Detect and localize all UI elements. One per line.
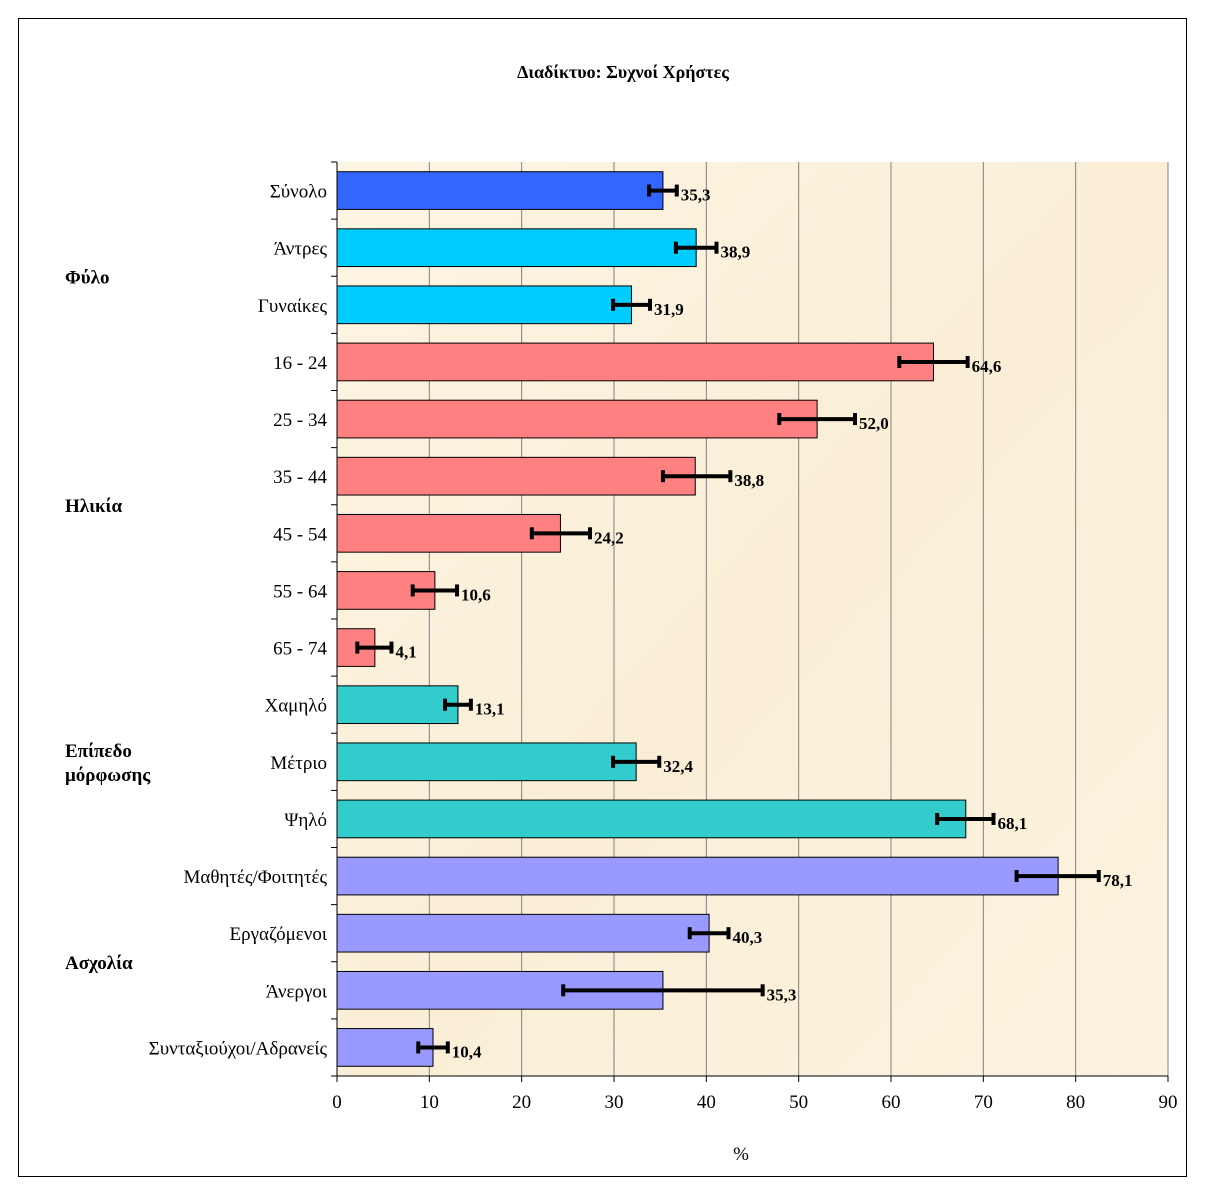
data-label: 10,4	[452, 1042, 482, 1061]
chart-title: Διαδίκτυο: Συχνοί Χρήστες	[517, 62, 729, 82]
data-label: 38,9	[720, 243, 750, 262]
bar	[336, 685, 459, 725]
category-label: Μαθητές/Φοιτητές	[183, 867, 327, 888]
bar	[336, 285, 633, 325]
category-label: 45 - 54	[273, 524, 327, 545]
x-tick-label: 30	[605, 1092, 624, 1113]
x-tick-label: 80	[1066, 1092, 1085, 1113]
data-label: 35,3	[767, 985, 797, 1004]
data-label: 64,6	[972, 357, 1002, 376]
data-label: 38,8	[734, 471, 764, 490]
data-label: 78,1	[1103, 871, 1133, 890]
bar	[336, 228, 697, 268]
category-label: Ψηλό	[284, 810, 327, 831]
x-tick-label: 50	[789, 1092, 808, 1113]
chart-frame: Διαδίκτυο: Συχνοί Χρήστες 0 10 20 30 40 50 60 7…	[18, 18, 1187, 1177]
category-label: Άνεργοι	[266, 981, 328, 1002]
x-tick-label: 40	[697, 1092, 716, 1113]
data-label: 31,9	[654, 300, 684, 319]
data-label: 13,1	[475, 700, 505, 719]
bar	[336, 399, 818, 439]
category-label: Γυναίκες	[258, 296, 328, 317]
bar-chart: Διαδίκτυο: Συχνοί Χρήστες 0 10 20 30 40 50 60 7…	[65, 62, 1178, 1165]
group-label: Ηλικία	[65, 496, 122, 517]
bar	[336, 856, 1059, 896]
data-label: 68,1	[997, 814, 1027, 833]
bar	[336, 171, 664, 210]
category-label: 55 - 64	[273, 581, 327, 602]
category-label: Συνταξιούχοι/Αδρανείς	[149, 1038, 328, 1059]
bar	[336, 456, 696, 496]
x-tick-label: 20	[512, 1092, 531, 1113]
data-label: 35,3	[681, 186, 711, 205]
category-label: 35 - 44	[273, 467, 327, 488]
category-label: 65 - 74	[273, 639, 327, 660]
category-label: Εργαζόμενοι	[230, 924, 328, 945]
data-label: 24,2	[594, 528, 624, 547]
x-tick-label: 0	[332, 1092, 342, 1113]
category-label: 25 - 34	[273, 410, 327, 431]
category-label: Χαμηλό	[264, 696, 327, 717]
group-label: Φύλο	[65, 267, 109, 288]
x-tick-label: 10	[420, 1092, 439, 1113]
category-label: Άντρες	[273, 239, 327, 260]
x-tick-label: 90	[1159, 1092, 1178, 1113]
bar	[336, 342, 934, 382]
x-tick-label: 70	[974, 1092, 993, 1113]
x-axis-label: %	[733, 1144, 749, 1165]
plot-area: 0 10 20 30 40 50 60 70 80 90 35,3 Σύνολο 38,9 Άντρες 3…	[65, 161, 1178, 1113]
bar	[336, 799, 967, 839]
bar	[336, 742, 637, 782]
data-label: 10,6	[461, 585, 491, 604]
category-label: Σύνολο	[270, 182, 327, 203]
category-label: 16 - 24	[273, 353, 327, 374]
group-label: Ασχολία	[65, 953, 133, 974]
x-tick-label: 60	[882, 1092, 901, 1113]
bar	[336, 913, 710, 953]
bar	[336, 513, 561, 553]
category-label: Μέτριο	[270, 753, 327, 774]
group-label: μόρφωσης	[65, 765, 151, 786]
group-label: Επίπεδο	[65, 741, 132, 762]
data-label: 32,4	[663, 757, 693, 776]
data-label: 4,1	[395, 643, 416, 662]
data-label: 52,0	[859, 414, 889, 433]
data-label: 40,3	[732, 928, 762, 947]
